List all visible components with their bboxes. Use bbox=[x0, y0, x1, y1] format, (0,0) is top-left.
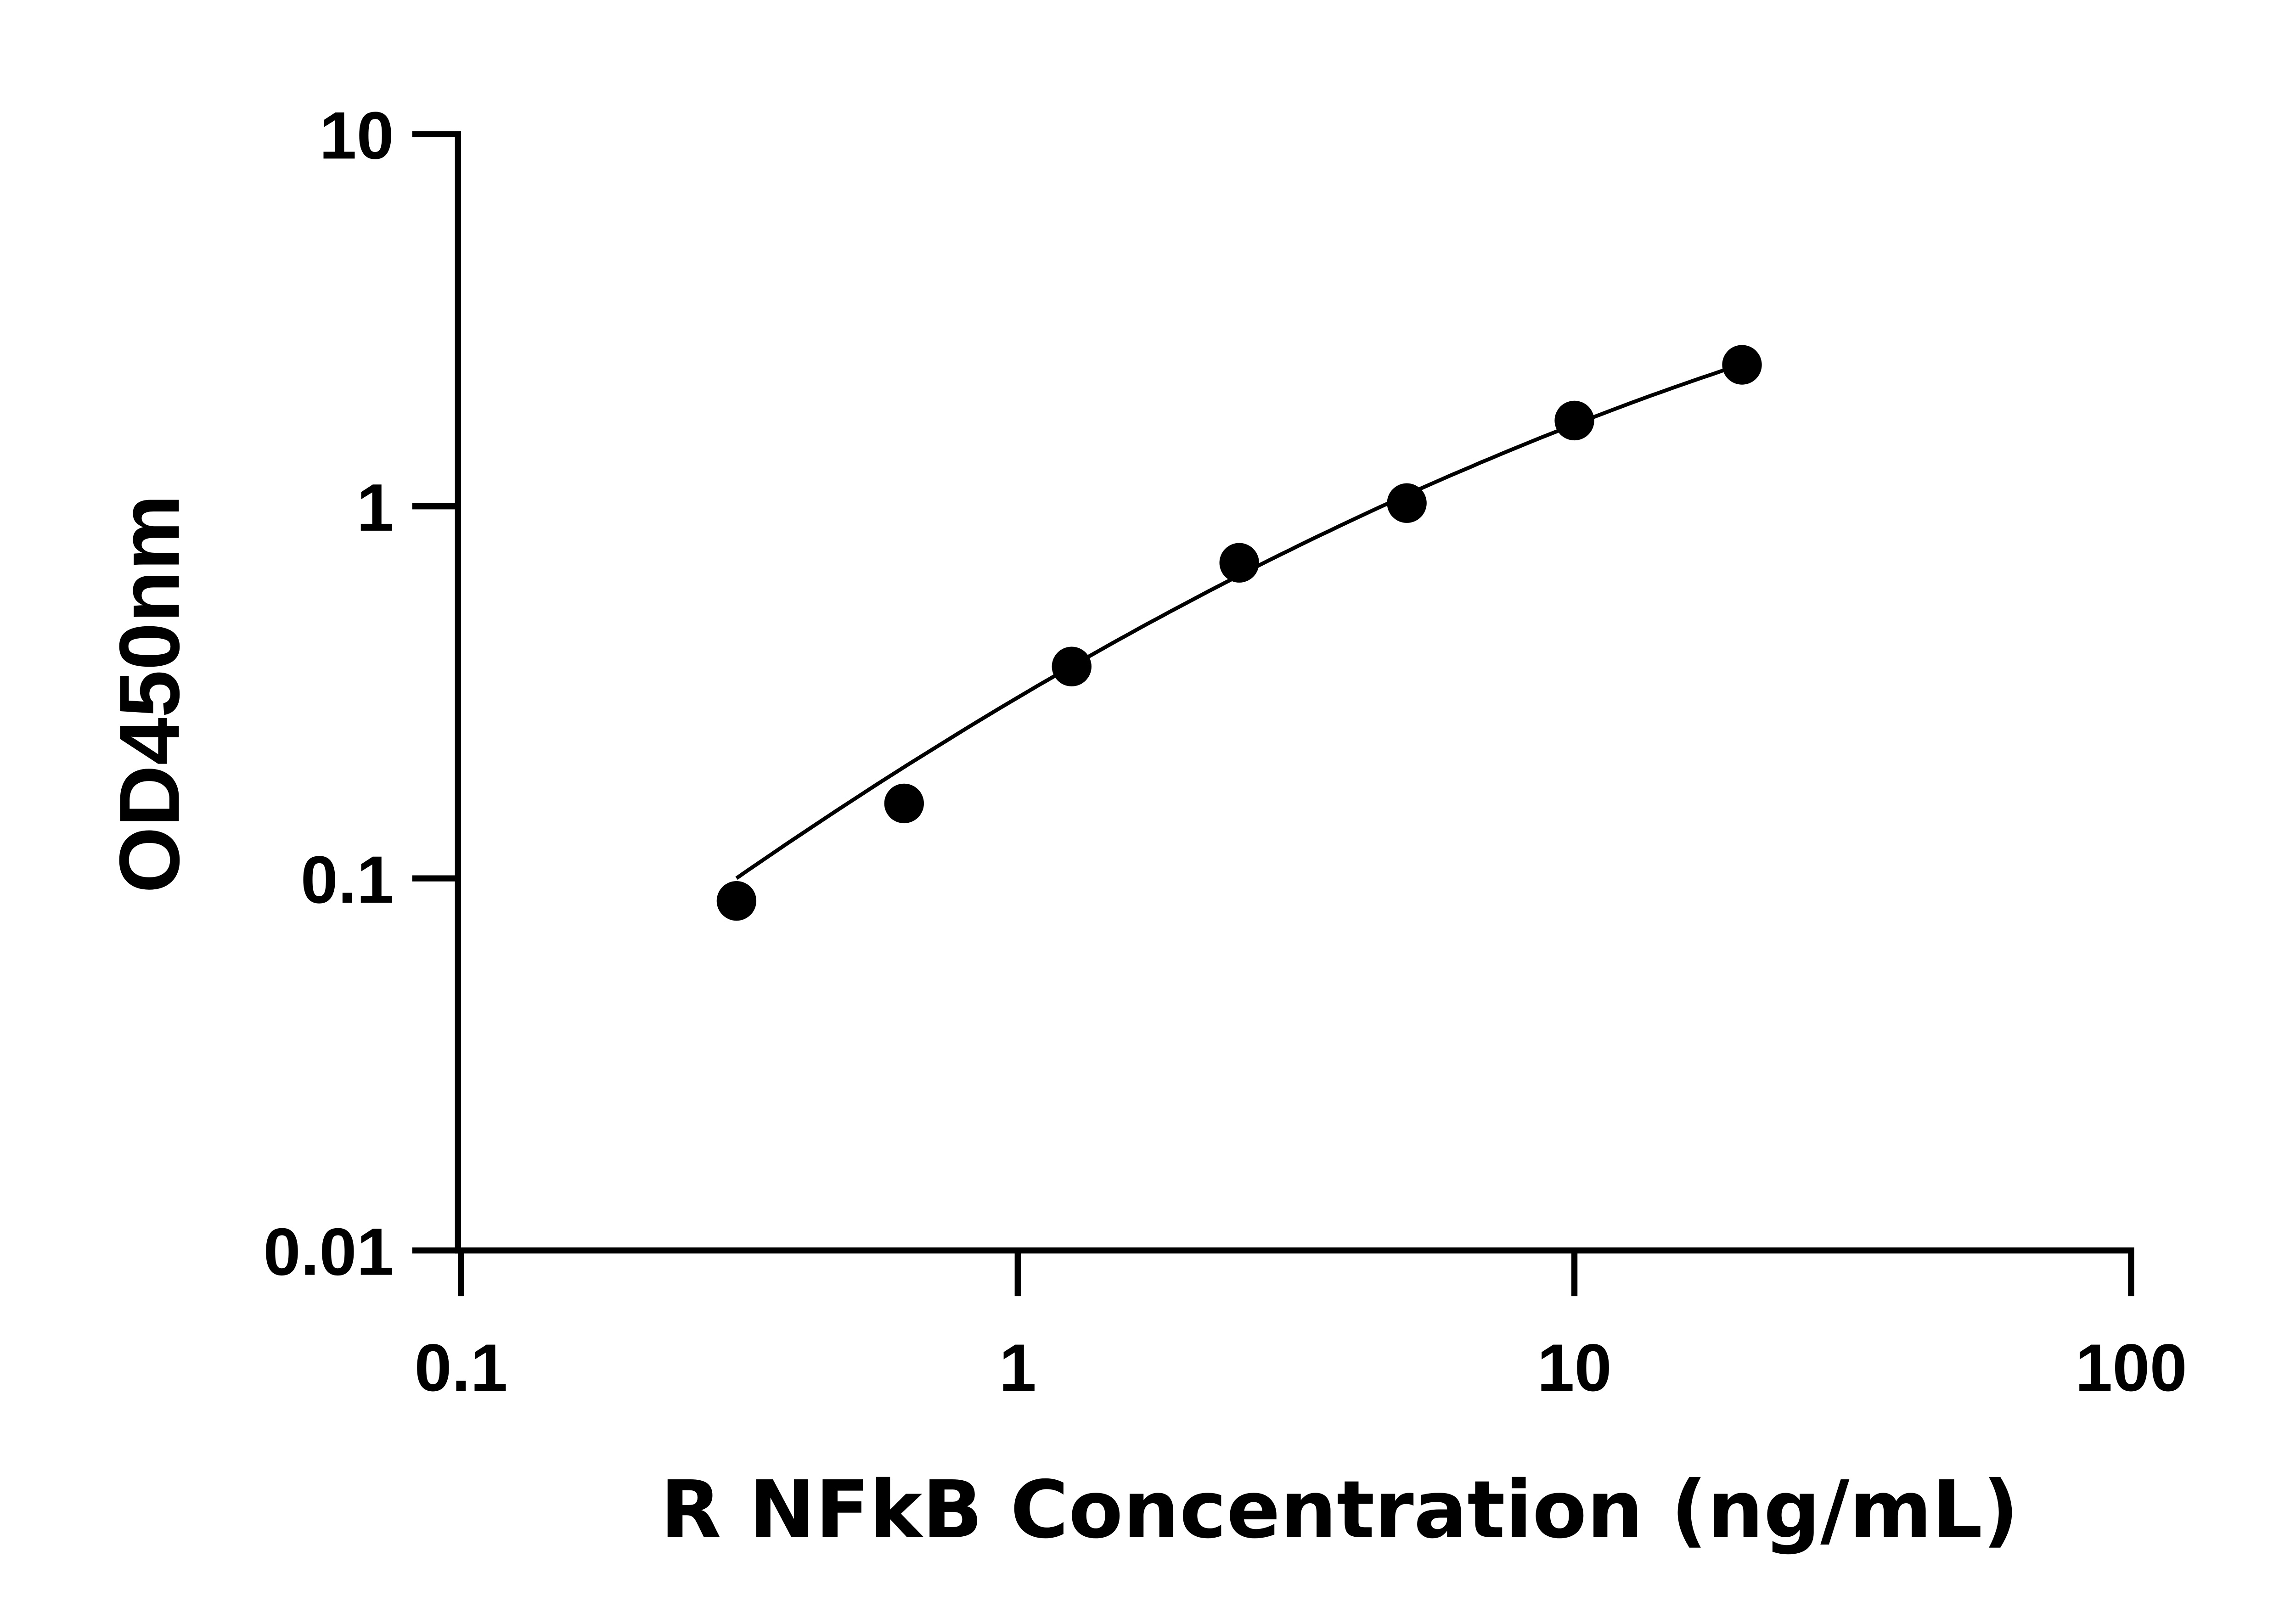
data-point bbox=[884, 783, 924, 824]
y-tick-label: 0.1 bbox=[301, 842, 394, 917]
data-point bbox=[716, 881, 757, 921]
data-point bbox=[1387, 483, 1427, 523]
data-point bbox=[1554, 400, 1594, 441]
x-tick-label: 0.1 bbox=[414, 1330, 507, 1405]
x-tick-label: 100 bbox=[2075, 1330, 2187, 1405]
data-point bbox=[1052, 646, 1092, 686]
y-tick-label: 10 bbox=[319, 98, 394, 173]
data-point bbox=[1722, 345, 1762, 385]
y-axis-title: OD450nm bbox=[102, 494, 197, 893]
y-tick-label: 0.01 bbox=[263, 1214, 394, 1289]
x-tick-label: 1 bbox=[999, 1330, 1036, 1405]
y-tick-label: 1 bbox=[357, 470, 394, 545]
x-tick-label: 10 bbox=[1537, 1330, 1612, 1405]
data-point bbox=[1219, 543, 1259, 583]
x-axis-title: R NFkB Concentration (ng/mL) bbox=[660, 1464, 2019, 1556]
axes bbox=[455, 131, 2134, 1254]
